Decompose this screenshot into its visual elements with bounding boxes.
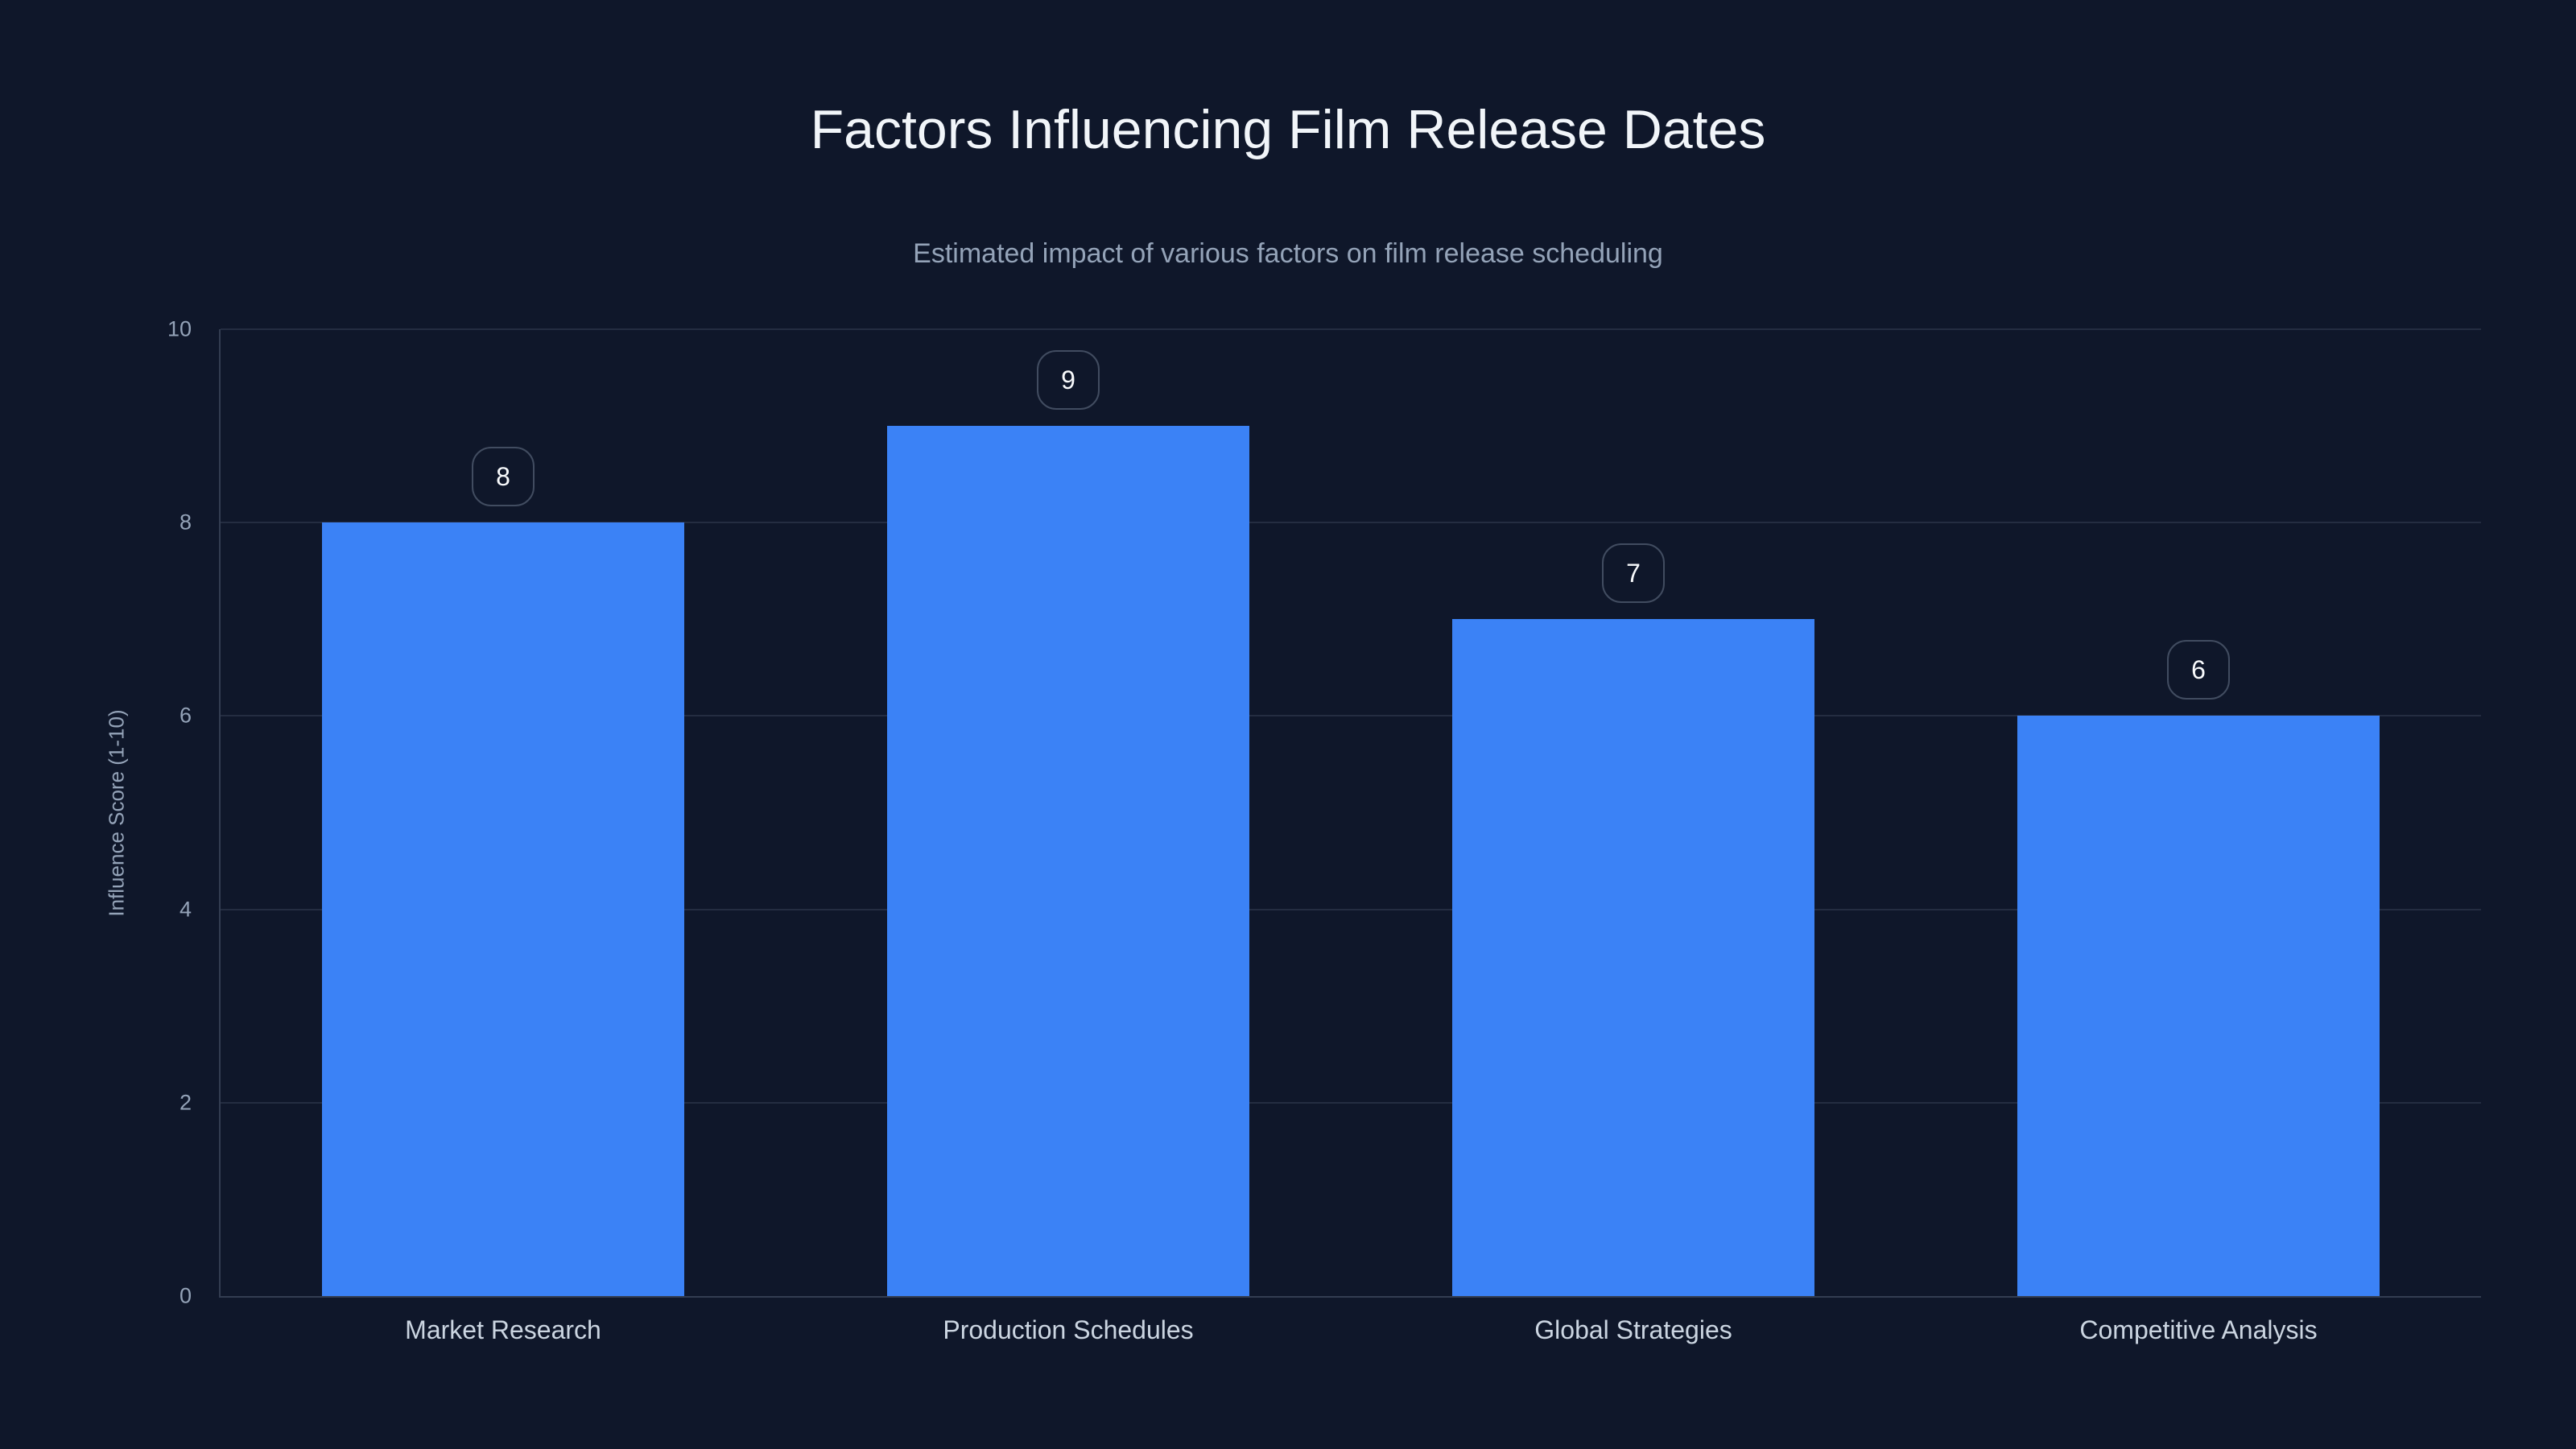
chart-title: Factors Influencing Film Release Dates [810, 99, 1766, 160]
bar-market-research [322, 522, 684, 1296]
gridline-y-8 [221, 522, 2481, 524]
bar-global-strategies [1452, 619, 1814, 1296]
y-tick-label-0: 0 [179, 1283, 192, 1308]
value-badge-production-schedules: 9 [1037, 350, 1100, 411]
y-tick-label-8: 8 [179, 510, 192, 535]
gridline-y-10 [221, 328, 2481, 330]
value-badge-global-strategies: 7 [1602, 543, 1665, 604]
gridline-y-6 [221, 715, 2481, 717]
value-badge-competitive-analysis: 6 [2167, 640, 2230, 700]
y-tick-label-2: 2 [179, 1090, 192, 1115]
bar-competitive-analysis [2017, 716, 2380, 1296]
y-tick-label-4: 4 [179, 897, 192, 922]
plot-area: 0 2 4 6 8 10 8 Market Research 9 Production Sched… [167, 318, 2481, 1344]
value-badge-market-research: 8 [472, 447, 535, 507]
bar-production-schedules [887, 426, 1249, 1296]
gridline-y-4 [221, 908, 2481, 910]
x-axis-label-production-schedules: Production Schedules [943, 1315, 1194, 1344]
x-axis-label-market-research: Market Research [405, 1315, 601, 1344]
chart-subtitle: Estimated impact of various factors on f… [913, 238, 1663, 269]
y-tick-label-10: 10 [167, 316, 192, 341]
gridline-y-2 [221, 1101, 2481, 1104]
y-tick-label-6: 6 [179, 703, 192, 728]
x-axis-label-global-strategies: Global Strategies [1534, 1315, 1732, 1344]
x-axis-label-competitive-analysis: Competitive Analysis [2079, 1315, 2318, 1344]
y-axis-title: Influence Score (1-10) [104, 709, 129, 917]
